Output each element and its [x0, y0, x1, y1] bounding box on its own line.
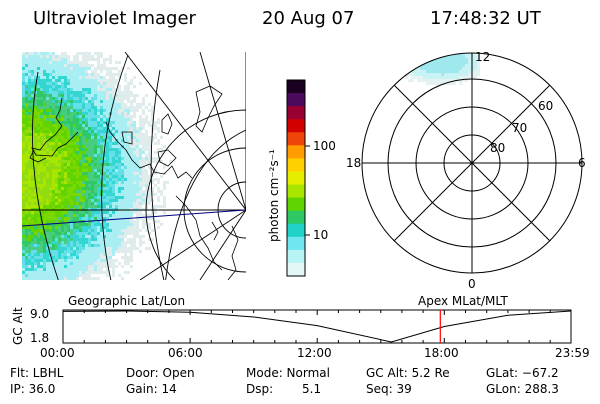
colorbar-swatch — [287, 132, 305, 146]
colorbar-tick-label-10: 10 — [313, 228, 328, 242]
auroral-emission — [22, 52, 172, 280]
info-glon: GLon: 288.3 — [486, 382, 559, 396]
colorbar-tick-label-100: 100 — [313, 139, 336, 153]
timeline-ytick-label-1-8: 1.8 — [30, 331, 49, 345]
colorbar-swatch — [287, 262, 305, 277]
colorbar-label: photon cm⁻²s⁻¹ — [267, 149, 281, 242]
geographic-map — [22, 52, 246, 280]
info-filter: Flt: LBHL — [10, 366, 64, 380]
timeline-xtick-label-1200: 12:00 — [297, 346, 332, 360]
colorbar-swatch — [287, 80, 305, 94]
colorbar-swatch — [287, 197, 305, 212]
colorbar-swatch — [287, 106, 305, 120]
colorbar-swatch — [287, 249, 305, 264]
info-glat: GLat: −67.2 — [486, 366, 559, 380]
altitude-curve — [63, 310, 571, 343]
colorbar-swatch — [287, 223, 305, 238]
info-panel: Flt: LBHL IP: 36.0 Door: Open Gain: 14 M… — [10, 366, 559, 396]
satellite-ground-track — [22, 209, 246, 227]
coastlines — [29, 85, 239, 280]
colorbar-swatch — [287, 236, 305, 251]
colorbar-swatch — [287, 158, 305, 172]
timeline-xtick-label-0000: 00:00 — [40, 346, 75, 360]
info-seq: Seq: 39 — [366, 382, 412, 396]
polar-mlt-label-6: 6 — [578, 156, 586, 170]
timeline-xtick-label-2359: 23:59 — [555, 346, 590, 360]
polar-lat-label-70: 70 — [512, 121, 527, 135]
polar-lat-label-80: 80 — [490, 141, 505, 155]
info-gc-alt: GC Alt: 5.2 Re — [366, 366, 450, 380]
info-gain: Gain: 14 — [126, 382, 177, 396]
page-title: Ultraviolet Imager — [33, 8, 197, 29]
colorbar-swatch — [287, 93, 305, 107]
colorbar: 100 10 photon cm⁻²s⁻¹ — [267, 79, 336, 277]
time-label: 17:48:32 UT — [430, 8, 542, 29]
info-ip: IP: 36.0 — [10, 382, 55, 396]
info-door: Door: Open — [126, 366, 195, 380]
timeline-right-title: Apex MLat/MLT — [418, 294, 508, 308]
polar-lat-label-60: 60 — [538, 99, 553, 113]
date-label: 20 Aug 07 — [262, 8, 354, 29]
polar-mlt-label-12: 12 — [475, 50, 490, 64]
orbit-timeline: Geographic Lat/Lon Apex MLat/MLT GC Alt … — [11, 294, 590, 360]
timeline-left-title: Geographic Lat/Lon — [68, 294, 185, 308]
colorbar-swatch — [287, 119, 305, 133]
polar-mlt-label-0: 0 — [468, 277, 476, 291]
polar-mlt-plot: 60 70 80 12 18 6 0 — [346, 50, 586, 291]
timeline-xtick-label-1800: 18:00 — [424, 346, 459, 360]
colorbar-swatch — [287, 145, 305, 159]
polar-grid — [361, 52, 583, 274]
polar-mlt-label-18: 18 — [346, 156, 361, 170]
colorbar-swatch — [287, 171, 305, 186]
info-mode: Mode: Normal — [246, 366, 330, 380]
info-dsp-value: 5.1 — [302, 382, 321, 396]
colorbar-swatch — [287, 210, 305, 225]
timeline-ytick-label-9: 9.0 — [30, 307, 49, 321]
info-dsp-label: Dsp: — [246, 382, 273, 396]
polar-auroral-emission — [396, 53, 480, 85]
timeline-ylabel: GC Alt — [11, 307, 25, 345]
timeline-xtick-label-0600: 06:00 — [168, 346, 203, 360]
colorbar-swatch — [287, 184, 305, 199]
